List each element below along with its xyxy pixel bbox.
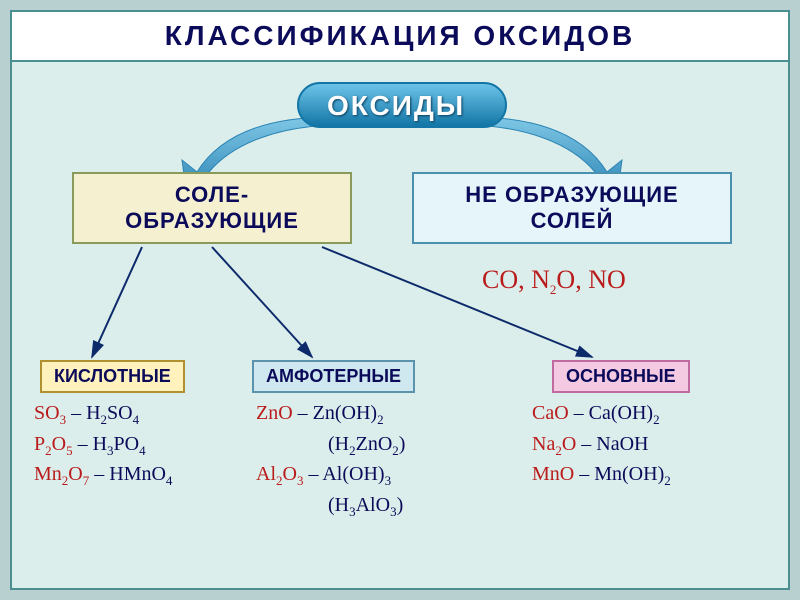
node-salt-forming: СОЛЕ- ОБРАЗУЮЩИЕ: [72, 172, 352, 244]
page-title: КЛАССИФИКАЦИЯ ОКСИДОВ: [12, 20, 788, 52]
nonsalt-examples: CO, N2O, NO: [482, 262, 626, 299]
diagram-content: ОКСИДЫ СОЛЕ- ОБРАЗУЮЩИЕ НЕ ОБРАЗУЮЩИЕ СО…: [12, 62, 788, 586]
column-basic: CaO – Ca(OH)2Na2O – NaOHMnO – Mn(OH)2: [532, 400, 671, 492]
column-acidic: SO3 – H2SO4P2O5 – H3PO4Mn2O7 – HMnO4: [34, 400, 172, 492]
title-bar: КЛАССИФИКАЦИЯ ОКСИДОВ: [12, 12, 788, 62]
poster-frame: КЛАССИФИКАЦИЯ ОКСИДОВ ОКСИДЫ СОЛЕ- ОБРАЗ…: [10, 10, 790, 590]
root-node-label: ОКСИДЫ: [327, 90, 465, 121]
column-amphoteric: ZnO – Zn(OH)2(H2ZnO2)Al2O3 – Al(OH)3(H3A…: [256, 400, 405, 522]
node-salt-forming-line1: СОЛЕ-: [175, 182, 249, 208]
node-nonsalt-line2: СОЛЕЙ: [531, 208, 614, 234]
root-node-oxides: ОКСИДЫ: [297, 82, 507, 128]
chip-amphoteric: АМФОТЕРНЫЕ: [252, 360, 415, 393]
node-salt-forming-line2: ОБРАЗУЮЩИЕ: [125, 208, 299, 234]
node-nonsalt-forming: НЕ ОБРАЗУЮЩИЕ СОЛЕЙ: [412, 172, 732, 244]
node-nonsalt-line1: НЕ ОБРАЗУЮЩИЕ: [465, 182, 678, 208]
chip-basic: ОСНОВНЫЕ: [552, 360, 690, 393]
chip-acidic: КИСЛОТНЫЕ: [40, 360, 185, 393]
